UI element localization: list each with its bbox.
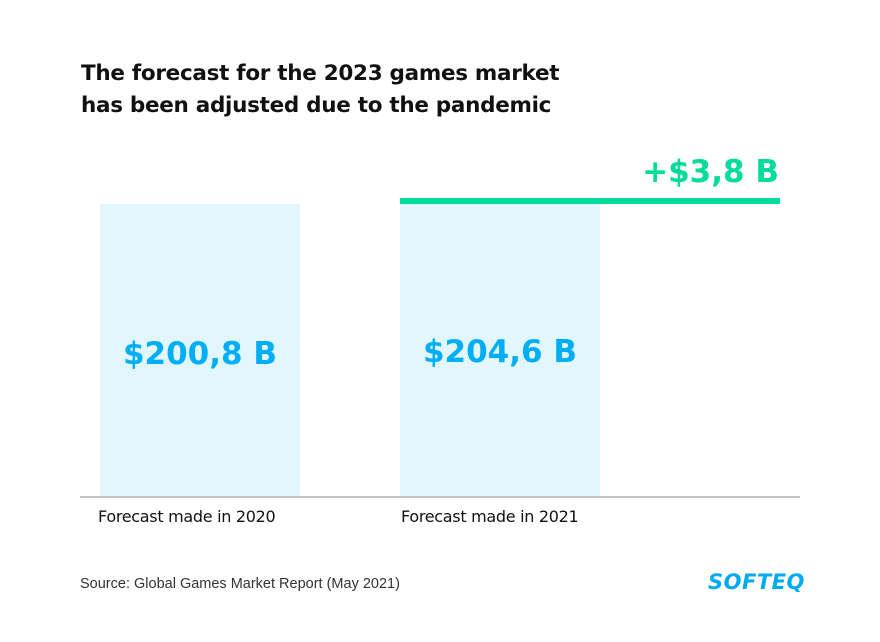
bar bbox=[100, 204, 300, 496]
chart-title-line-2: has been adjusted due to the pandemic bbox=[81, 93, 552, 118]
source-note: Source: Global Games Market Report (May … bbox=[80, 576, 400, 592]
bar-value-label: $204,6 B bbox=[423, 334, 577, 370]
difference-line bbox=[400, 198, 780, 204]
bar-value-label: $200,8 B bbox=[123, 336, 277, 372]
x-tick-label: Forecast made in 2020 bbox=[98, 507, 276, 526]
chart-title-line-1: The forecast for the 2023 games market bbox=[81, 61, 560, 86]
x-tick-label: Forecast made in 2021 bbox=[401, 507, 579, 526]
bar bbox=[400, 204, 600, 496]
difference-label: +$3,8 B bbox=[642, 154, 779, 190]
chart-title: The forecast for the 2023 games market h… bbox=[81, 58, 641, 122]
softeq-logo: SOFTEQ bbox=[708, 570, 805, 594]
